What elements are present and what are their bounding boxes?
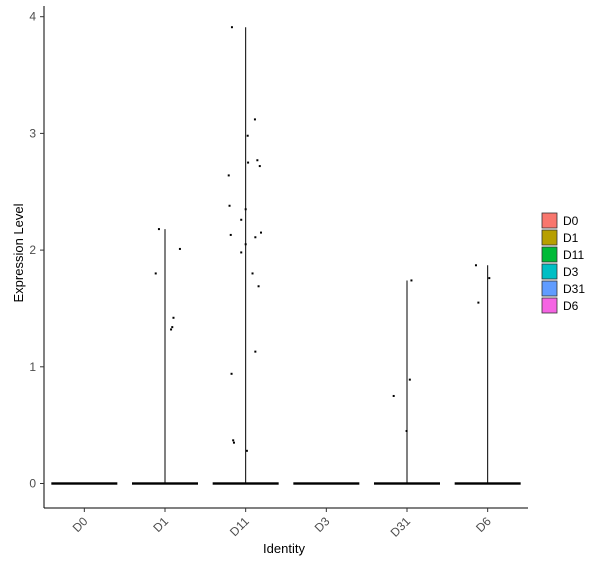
x-tick-label: D11 [227, 514, 252, 539]
legend-label: D1 [563, 231, 579, 245]
data-point [405, 429, 408, 432]
violin-layer [51, 27, 521, 485]
legend-swatch [541, 246, 558, 263]
data-point [258, 165, 261, 168]
x-tick-label: D31 [388, 514, 414, 540]
data-point [157, 228, 160, 231]
data-point [410, 279, 413, 282]
data-point [254, 350, 257, 353]
x-tick-label: D1 [150, 514, 171, 535]
data-point [256, 159, 259, 162]
axes: 0 1 2 3 4 D0 D1 D11 D3 D31 D6 [29, 6, 528, 540]
legend-label: D0 [563, 214, 579, 228]
legend-label: D11 [563, 248, 584, 262]
data-point [171, 326, 174, 329]
legend-swatch [541, 280, 558, 297]
x-tick-label: D3 [312, 514, 333, 535]
data-point [251, 272, 254, 275]
legend-label: D3 [563, 265, 579, 279]
violin-base [293, 482, 360, 485]
data-point [474, 264, 477, 267]
data-point [172, 316, 175, 319]
data-point [254, 236, 257, 239]
data-point [228, 204, 231, 207]
data-point [230, 372, 233, 375]
data-point [477, 301, 480, 304]
data-point [230, 26, 233, 29]
data-point [154, 272, 157, 275]
data-point [244, 208, 247, 211]
y-tick-label: 4 [29, 10, 36, 24]
y-axis-title: Expression Level [11, 203, 26, 302]
x-axis-title: Identity [263, 541, 305, 556]
data-point [232, 441, 235, 444]
legend-label: D31 [563, 282, 585, 296]
data-point [229, 233, 232, 236]
legend: D0 D1 D11 D3 D31 D6 [541, 212, 585, 314]
data-point [246, 134, 249, 137]
data-point [408, 378, 411, 381]
y-tick-label: 0 [29, 477, 36, 491]
data-point [392, 394, 395, 397]
legend-swatch [541, 229, 558, 246]
data-point [257, 285, 260, 288]
data-point [488, 277, 491, 280]
data-point [247, 161, 250, 164]
data-point [245, 449, 248, 452]
legend-label: D6 [563, 299, 579, 313]
data-point [244, 243, 247, 246]
data-point [253, 118, 256, 121]
y-tick-label: 1 [29, 360, 36, 374]
data-point [227, 174, 230, 177]
violin-base [51, 482, 118, 485]
x-tick-label: D6 [473, 514, 494, 535]
data-point [240, 251, 243, 254]
legend-swatch [541, 212, 558, 229]
data-point [170, 328, 173, 331]
y-tick-label: 3 [29, 126, 36, 140]
data-point [259, 231, 262, 234]
legend-swatch [541, 263, 558, 280]
y-tick-label: 2 [29, 243, 36, 257]
legend-swatch [541, 297, 558, 314]
data-point [240, 218, 243, 221]
jitter-points-layer [154, 26, 491, 452]
data-point [178, 247, 181, 250]
x-tick-label: D0 [70, 514, 91, 535]
data-point [232, 439, 235, 442]
